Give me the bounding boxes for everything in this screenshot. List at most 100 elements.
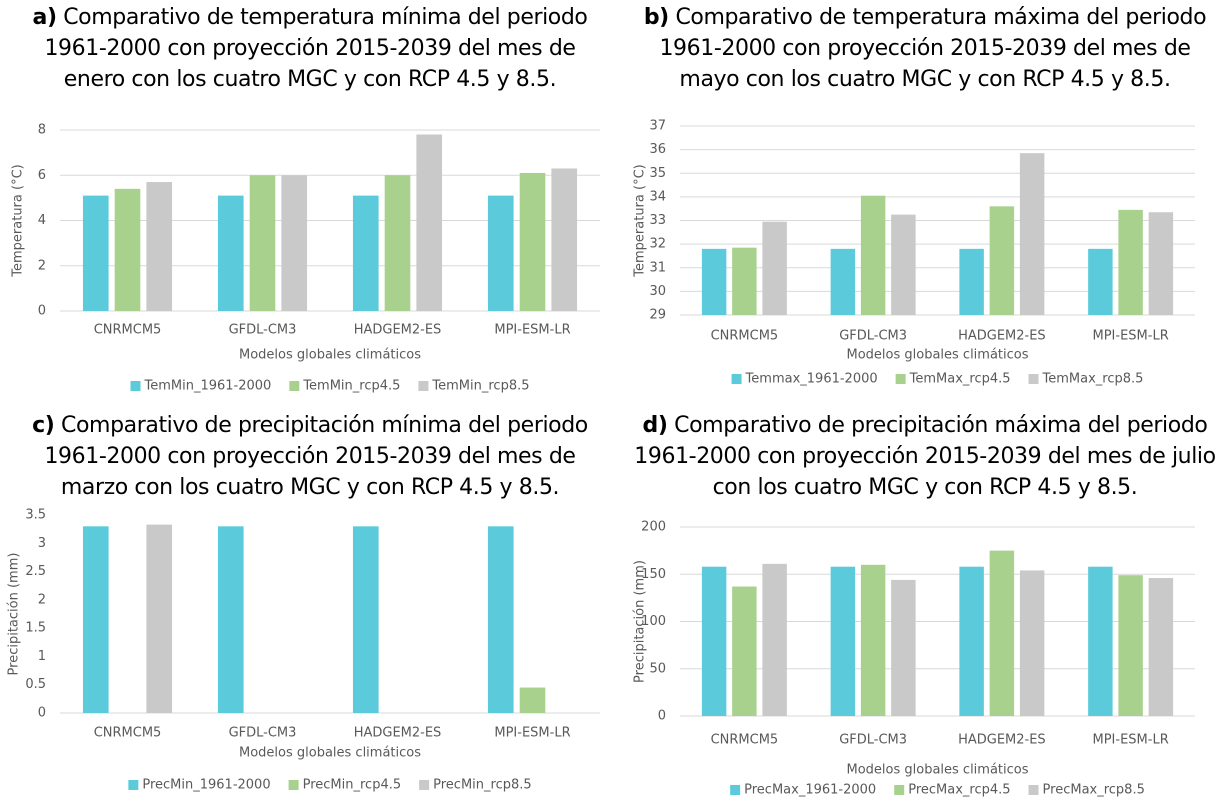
y-tick-label: 2 xyxy=(38,258,46,273)
y-tick-label: 150 xyxy=(641,567,666,582)
bar xyxy=(1148,212,1174,315)
x-tick-label: CNRMCM5 xyxy=(94,726,162,741)
y-tick-label: 2.5 xyxy=(25,564,46,579)
bar xyxy=(830,248,856,315)
legend-swatch xyxy=(130,381,141,391)
y-tick-label: 33 xyxy=(649,213,666,228)
x-tick-label: MPI-ESM-LR xyxy=(494,323,570,338)
bar xyxy=(1019,570,1045,716)
legend-swatch xyxy=(418,381,429,391)
bar xyxy=(1088,248,1113,315)
x-tick-label: GFDL-CM3 xyxy=(229,323,297,338)
title-text: Comparativo de precipitación máxima del … xyxy=(634,413,1216,500)
legend-label: PrecMax_1961-2000 xyxy=(744,783,876,798)
y-tick-label: 29 xyxy=(649,308,666,323)
y-tick-label: 32 xyxy=(649,237,666,252)
y-tick-label: 0.5 xyxy=(25,677,46,692)
legend-label: PrecMin_rcp4.5 xyxy=(303,778,402,793)
x-tick-label: HADGEM2-ES xyxy=(958,733,1046,748)
legend: Temmax_1961-2000 TemMax_rcp4.5 TemMax_rcp8… xyxy=(731,372,1143,387)
bar xyxy=(146,524,173,713)
bar xyxy=(114,188,141,311)
legend-swatch xyxy=(894,785,905,795)
y-tick-label: 100 xyxy=(641,614,666,629)
bar xyxy=(519,172,546,311)
legend-label: TemMin_rcp4.5 xyxy=(302,379,400,394)
legend-label: PrecMax_rcp8.5 xyxy=(1043,783,1145,798)
x-tick-label: CNRMCM5 xyxy=(711,329,779,344)
panel-label: a) xyxy=(32,5,58,30)
legend-swatch xyxy=(289,381,300,391)
legend-swatch xyxy=(288,780,299,790)
x-axis-title: Modelos globales climáticos xyxy=(846,348,1028,363)
bar xyxy=(989,206,1015,315)
legend-label: PrecMax_rcp4.5 xyxy=(908,783,1010,798)
bar xyxy=(217,195,244,311)
legend-label: PrecMin_1961-2000 xyxy=(142,778,270,793)
bar xyxy=(701,566,727,716)
x-tick-label: CNRMCM5 xyxy=(711,733,779,748)
x-tick-label: GFDL-CM3 xyxy=(839,733,907,748)
x-axis-title: Modelos globales climáticos xyxy=(846,763,1028,778)
legend-swatch xyxy=(731,374,742,384)
y-axis-title: Precipitación (mm) xyxy=(7,553,22,676)
x-tick-label: MPI-ESM-LR xyxy=(1093,733,1169,748)
y-tick-label: 34 xyxy=(649,189,666,204)
x-tick-label: MPI-ESM-LR xyxy=(1093,329,1169,344)
bar xyxy=(1019,153,1045,315)
bar xyxy=(487,195,514,311)
y-tick-label: 36 xyxy=(649,142,666,157)
y-tick-label: 50 xyxy=(649,661,666,676)
bar xyxy=(762,221,787,315)
x-tick-label: CNRMCM5 xyxy=(94,323,162,338)
bar xyxy=(989,550,1015,716)
legend-swatch xyxy=(895,374,906,384)
y-tick-label: 8 xyxy=(38,123,46,138)
bar xyxy=(959,248,984,315)
bar xyxy=(1118,575,1143,716)
y-tick-label: 0 xyxy=(38,304,46,319)
bar xyxy=(830,566,856,716)
bar xyxy=(732,247,757,315)
chart-title: c) Comparativo de precipitación mínima d… xyxy=(15,410,605,503)
legend-swatch xyxy=(730,785,741,795)
y-tick-label: 1 xyxy=(38,649,46,664)
bar xyxy=(487,526,514,713)
y-tick-label: 0 xyxy=(38,706,46,721)
bar xyxy=(959,566,984,716)
legend-swatch xyxy=(128,780,139,790)
y-tick-label: 3 xyxy=(38,536,46,551)
bar xyxy=(860,195,886,315)
bar xyxy=(1118,209,1143,315)
bar xyxy=(352,526,379,713)
legend-swatch xyxy=(1028,374,1039,384)
x-tick-label: HADGEM2-ES xyxy=(958,329,1046,344)
y-tick-label: 35 xyxy=(649,166,666,181)
panel-label: d) xyxy=(642,413,668,438)
x-tick-label: MPI-ESM-LR xyxy=(494,726,570,741)
y-axis-title: Temperatura (°C) xyxy=(633,164,648,277)
legend-label: TemMin_1961-2000 xyxy=(143,379,271,394)
panel-label: c) xyxy=(32,413,55,438)
y-tick-label: 30 xyxy=(649,284,666,299)
y-axis-title: Precipitación (mm) xyxy=(633,560,648,683)
title-text: Comparativo de temperatura máxima del pe… xyxy=(659,5,1207,92)
legend: PrecMax_1961-2000 PrecMax_rcp4.5 PrecMax_r… xyxy=(730,783,1145,798)
bar xyxy=(82,195,109,311)
x-tick-label: GFDL-CM3 xyxy=(839,329,907,344)
bar xyxy=(217,526,244,713)
x-tick-label: HADGEM2-ES xyxy=(354,323,442,338)
y-tick-label: 0 xyxy=(658,709,666,724)
bar xyxy=(1088,566,1113,716)
bar xyxy=(352,195,379,311)
legend-label: Temmax_1961-2000 xyxy=(745,372,878,387)
bar xyxy=(384,175,411,311)
bar xyxy=(701,248,727,315)
y-axis-title: Temperatura (°C) xyxy=(11,164,26,277)
bar xyxy=(1148,578,1174,716)
x-tick-label: HADGEM2-ES xyxy=(354,726,442,741)
legend-swatch xyxy=(419,780,430,790)
title-text: Comparativo de temperatura mínima del pe… xyxy=(44,5,588,92)
